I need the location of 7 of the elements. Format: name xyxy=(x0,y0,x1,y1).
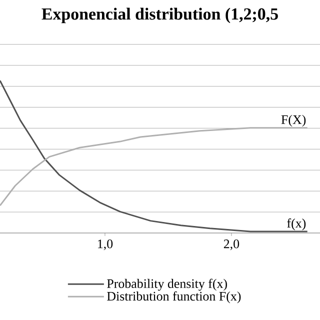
chart-title: Exponencial distribution (1,2;0,5 xyxy=(42,8,278,24)
annotation: f(x) xyxy=(287,218,306,230)
x-tick-label: 1,0 xyxy=(98,240,113,250)
legend-label: Distribution function F(x) xyxy=(107,291,241,304)
x-tick-label: 2,0 xyxy=(224,240,240,250)
legend-label: Probability density f(x) xyxy=(107,278,227,291)
annotation: F(X) xyxy=(281,114,306,127)
